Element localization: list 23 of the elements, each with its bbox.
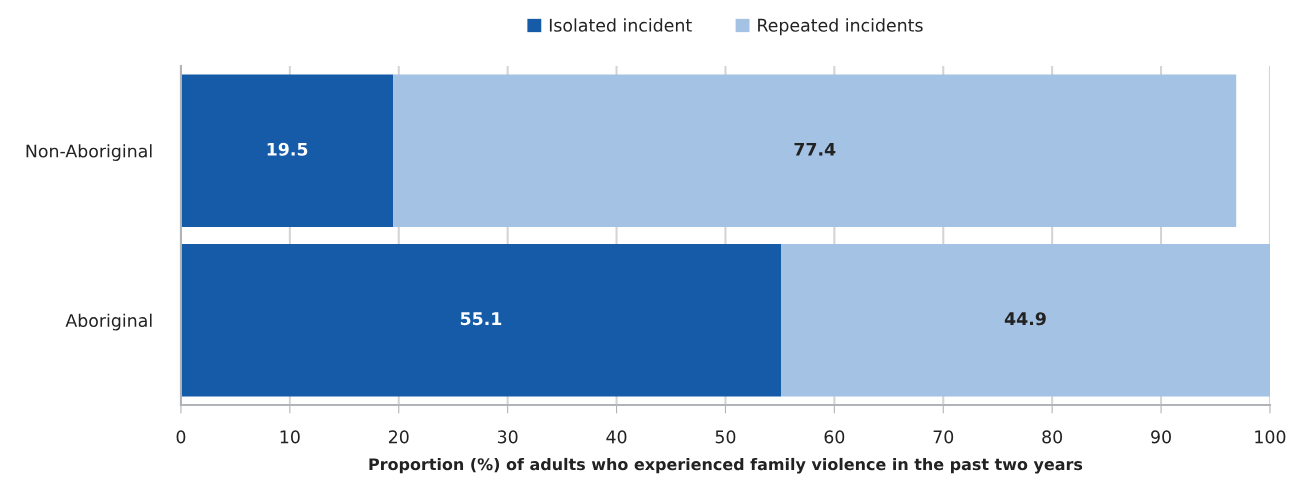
x-tick-label: 0 <box>176 430 186 444</box>
data-label: 19.5 <box>267 142 308 156</box>
y-tick-label: Non-Aboriginal <box>26 144 152 161</box>
x-tick-label: 100 <box>1255 430 1286 444</box>
x-tick-label: 40 <box>606 430 627 444</box>
bar <box>180 74 394 228</box>
x-tick-label: 60 <box>824 430 845 444</box>
x-tick-label: 10 <box>280 430 300 444</box>
data-label: 44.9 <box>1004 312 1046 326</box>
legend-label: Isolated incident <box>549 18 692 32</box>
x-axis-title: Proportion (%) of adults who experienced family violence in the past two years <box>369 457 1083 474</box>
x-tick-label: 30 <box>497 430 518 444</box>
data-label: 77.4 <box>794 142 836 156</box>
x-tick-label: 50 <box>715 430 736 444</box>
x-tick-label: 20 <box>388 430 409 444</box>
bar <box>780 243 1270 397</box>
bar <box>180 243 781 397</box>
x-tick-label: 80 <box>1042 430 1063 444</box>
data-label: 55.1 <box>460 312 502 326</box>
legend-label: Repeated incidents <box>758 18 923 36</box>
x-tick-label: 90 <box>1151 430 1171 444</box>
y-tick-label: Aboriginal <box>65 313 152 331</box>
x-tick-label: 70 <box>933 430 954 444</box>
